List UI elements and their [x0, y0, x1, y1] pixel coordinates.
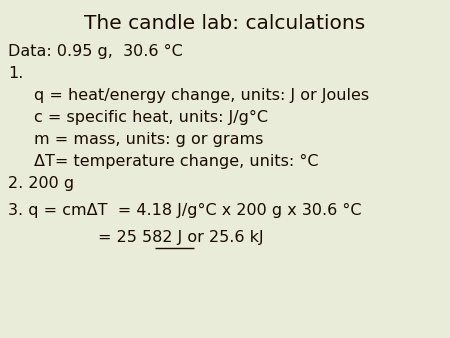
Text: The candle lab: calculations: The candle lab: calculations: [85, 14, 365, 32]
Text: Data: 0.95 g,  30.6 °C: Data: 0.95 g, 30.6 °C: [8, 44, 183, 59]
Text: q = heat/energy change, units: J or Joules: q = heat/energy change, units: J or Joul…: [34, 88, 369, 103]
Text: m = mass, units: g or grams: m = mass, units: g or grams: [34, 132, 263, 147]
Text: 3. q = cmΔT  = 4.18 J/g°C x 200 g x 30.6 °C: 3. q = cmΔT = 4.18 J/g°C x 200 g x 30.6 …: [8, 203, 362, 218]
Text: c = specific heat, units: J/g°C: c = specific heat, units: J/g°C: [34, 110, 268, 125]
Text: 2. 200 g: 2. 200 g: [8, 176, 74, 191]
Text: ΔT= temperature change, units: °C: ΔT= temperature change, units: °C: [34, 154, 318, 169]
Text: 1.: 1.: [8, 66, 23, 81]
Text: = 25 582 J or 25.6 kJ: = 25 582 J or 25.6 kJ: [98, 230, 264, 245]
